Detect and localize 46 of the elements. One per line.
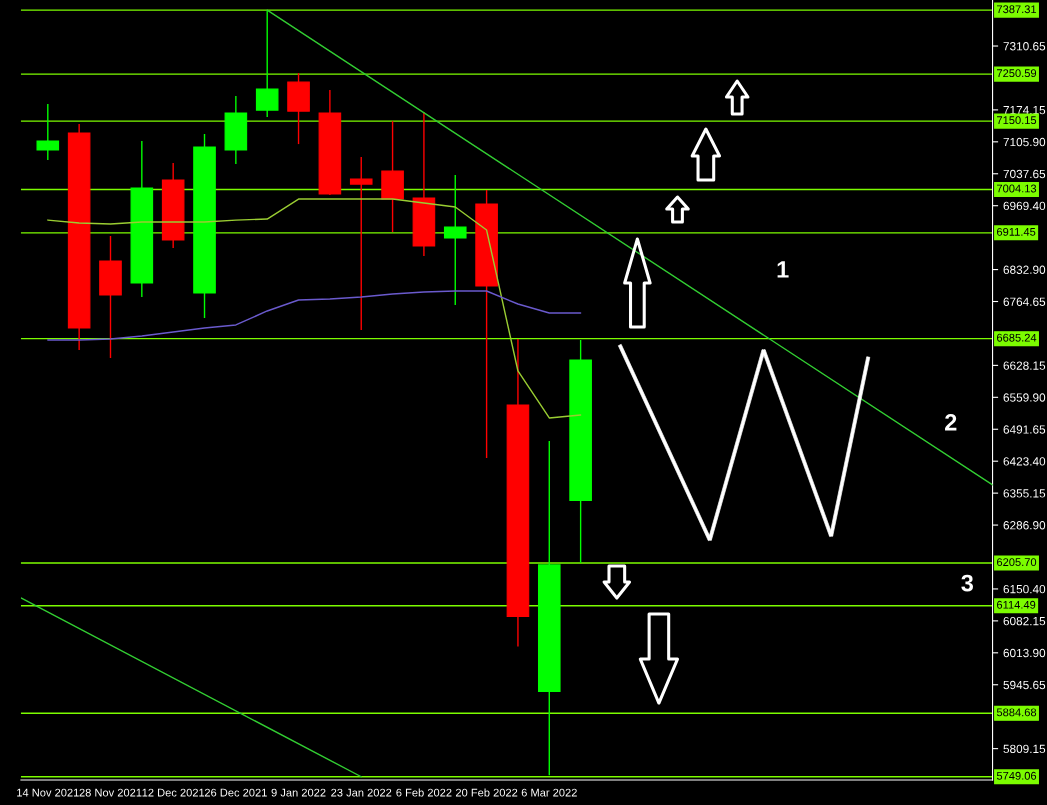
annotation: 2 — [945, 413, 957, 431]
candlestick — [36, 103, 60, 161]
ref-line-label: 5884.68 — [996, 708, 1037, 717]
y-tick-label: 6628.15 — [1003, 361, 1046, 370]
ref-line-label: 6685.24 — [997, 333, 1037, 342]
y-tick-label: 7310.65 — [1003, 42, 1046, 51]
y-tick-label: 6832.90 — [1003, 265, 1046, 274]
x-tick-label: 20 Feb 2022 — [455, 788, 518, 797]
y-tick-label: 7037.65 — [1003, 169, 1046, 179]
y-tick-label: 5945.65 — [1003, 680, 1046, 690]
y-tick-label: 6013.90 — [1003, 648, 1046, 658]
x-tick-label: 28 Nov 2021 — [79, 788, 142, 797]
x-tick-label: 9 Jan 2022 — [271, 788, 326, 797]
y-tick-label: 6969.40 — [1003, 201, 1046, 211]
x-tick-label: 14 Nov 2021 — [17, 788, 79, 797]
line-series — [47, 198, 582, 419]
x-tick-label: 6 Feb 2022 — [396, 788, 452, 797]
y-tick-label: 7105.90 — [1003, 137, 1046, 147]
y-tick-label: 6764.65 — [1003, 297, 1046, 306]
ref-line-label: 7150.15 — [997, 116, 1037, 125]
y-tick-label: 7174.15 — [1003, 106, 1046, 115]
y-tick-label: 6423.40 — [1003, 457, 1046, 466]
candlestick — [443, 174, 467, 306]
ref-line-label: 7250.59 — [997, 69, 1037, 78]
y-tick-label: 6559.90 — [1003, 393, 1046, 402]
annotation: 3 — [961, 574, 974, 592]
x-tick-label: 12 Dec 2021 — [142, 788, 205, 797]
y-tick-label: 6355.15 — [1003, 489, 1046, 498]
x-tick-label: 23 Jan 2022 — [331, 788, 392, 797]
x-tick-label: 26 Dec 2021 — [204, 788, 267, 797]
candlestick — [349, 156, 373, 331]
ref-line-label: 7387.31 — [997, 5, 1037, 14]
candlestick — [255, 9, 279, 118]
annotation: 1 — [777, 261, 789, 278]
y-tick-label: 6082.15 — [1003, 616, 1046, 626]
y-tick-label: 6491.65 — [1003, 425, 1046, 434]
y-tick-label: 5809.15 — [1003, 744, 1046, 754]
y-tick-label: 6150.40 — [1003, 584, 1046, 594]
y-tick-label: 6286.90 — [1003, 521, 1046, 530]
ref-line-label: 5749.06 — [996, 771, 1037, 780]
ref-line-label: 6114.49 — [997, 600, 1036, 609]
x-tick-label: 6 Mar 2022 — [521, 788, 577, 797]
ref-line-label: 6911.45 — [997, 227, 1036, 236]
ref-line-label: 6205.70 — [997, 558, 1037, 567]
ref-line-label: 7004.13 — [997, 184, 1037, 193]
line-series — [47, 290, 582, 341]
